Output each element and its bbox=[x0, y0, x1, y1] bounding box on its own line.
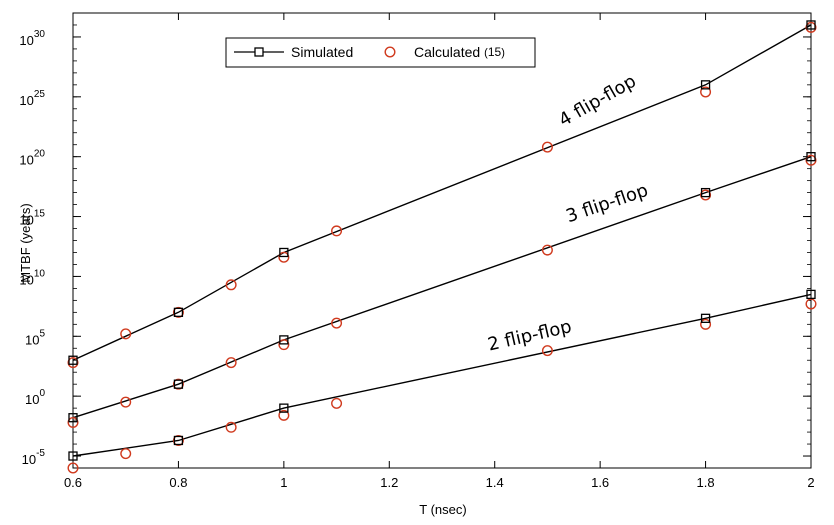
plot-frame bbox=[72, 12, 812, 469]
series-line-2-flip-flop bbox=[72, 293, 812, 457]
simulated-point bbox=[700, 80, 711, 90]
legend-simulated-marker bbox=[254, 47, 264, 57]
calculated-point bbox=[120, 396, 132, 408]
calculated-point bbox=[805, 298, 817, 310]
x-tick-label: 1.6 bbox=[591, 475, 609, 490]
y-tick-label: 1010 bbox=[19, 268, 45, 287]
legend-calculated-ref-close: ) bbox=[501, 47, 505, 59]
calculated-point bbox=[331, 317, 343, 329]
calculated-point bbox=[805, 154, 817, 166]
calculated-point bbox=[541, 244, 553, 256]
calculated-point bbox=[700, 86, 712, 98]
simulated-point bbox=[68, 451, 78, 461]
calculated-point bbox=[541, 141, 553, 153]
calculated-point bbox=[541, 345, 553, 357]
y-tick-label: 1030 bbox=[19, 29, 45, 48]
calculated-point bbox=[67, 357, 79, 369]
y-axis-label: MTBF (years) bbox=[18, 203, 33, 282]
legend-calculated-label: Calculated (15) bbox=[414, 44, 505, 60]
plot-area bbox=[72, 12, 812, 469]
calculated-point bbox=[225, 421, 237, 433]
calculated-point bbox=[278, 251, 290, 263]
y-tick-label: 10-5 bbox=[22, 448, 46, 467]
y-tick-label: 1020 bbox=[19, 149, 45, 168]
x-tick-label: 1 bbox=[280, 475, 287, 490]
x-tick-label: 2 bbox=[807, 475, 814, 490]
legend-simulated-label: Simulated bbox=[291, 44, 353, 60]
y-tick-label: 105 bbox=[25, 328, 45, 347]
simulated-point bbox=[700, 313, 711, 323]
x-axis-label: T (nsec) bbox=[419, 502, 466, 517]
simulated-point bbox=[279, 335, 289, 345]
simulated-point bbox=[279, 403, 289, 413]
simulated-point bbox=[806, 152, 816, 162]
x-tick-label: 1.2 bbox=[380, 475, 398, 490]
legend: Simulated Calculated (15) bbox=[225, 37, 536, 68]
calculated-point bbox=[700, 318, 712, 330]
calculated-point bbox=[172, 306, 184, 318]
simulated-point bbox=[68, 413, 78, 423]
calculated-point bbox=[172, 434, 184, 446]
simulated-point bbox=[173, 435, 184, 446]
simulated-point bbox=[173, 379, 184, 389]
calculated-point bbox=[805, 21, 817, 33]
axis-ticks: 0.6 0.8 1 1.2 1.4 1.6 1.8 2 10-5 100 105 1010 1015 10… bbox=[19, 12, 815, 490]
legend-calculated-ref: 15 bbox=[488, 45, 502, 59]
x-tick-label: 1.8 bbox=[697, 475, 715, 490]
calculated-point bbox=[172, 378, 184, 390]
calculated-point bbox=[278, 339, 290, 351]
legend-calculated-ref-open: ( bbox=[484, 47, 488, 59]
simulated-point bbox=[806, 289, 816, 300]
calculated-point bbox=[331, 225, 343, 237]
calculated-point bbox=[120, 328, 132, 340]
calculated-point bbox=[700, 189, 712, 201]
legend-calculated-text: Calculated bbox=[414, 44, 480, 60]
calculated-point bbox=[278, 409, 290, 421]
calculated-point bbox=[67, 462, 79, 474]
y-tick-label: 100 bbox=[25, 388, 45, 407]
y-tick-label: 1025 bbox=[19, 89, 45, 108]
calculated-point bbox=[331, 397, 343, 409]
calculated-point bbox=[67, 417, 79, 429]
simulated-point bbox=[173, 307, 184, 317]
simulated-point bbox=[68, 355, 78, 365]
series-markers bbox=[67, 20, 817, 474]
simulated-point bbox=[700, 187, 711, 198]
legend-calculated-marker bbox=[384, 46, 396, 58]
calculated-point bbox=[120, 448, 132, 460]
x-tick-label: 1.4 bbox=[486, 475, 504, 490]
x-tick-label: 0.6 bbox=[64, 475, 82, 490]
x-tick-label: 0.8 bbox=[169, 475, 187, 490]
simulated-point bbox=[279, 247, 289, 258]
y-tick-label: 1015 bbox=[19, 209, 45, 228]
calculated-point bbox=[225, 279, 237, 291]
calculated-point bbox=[225, 357, 237, 369]
simulated-point bbox=[806, 20, 816, 30]
